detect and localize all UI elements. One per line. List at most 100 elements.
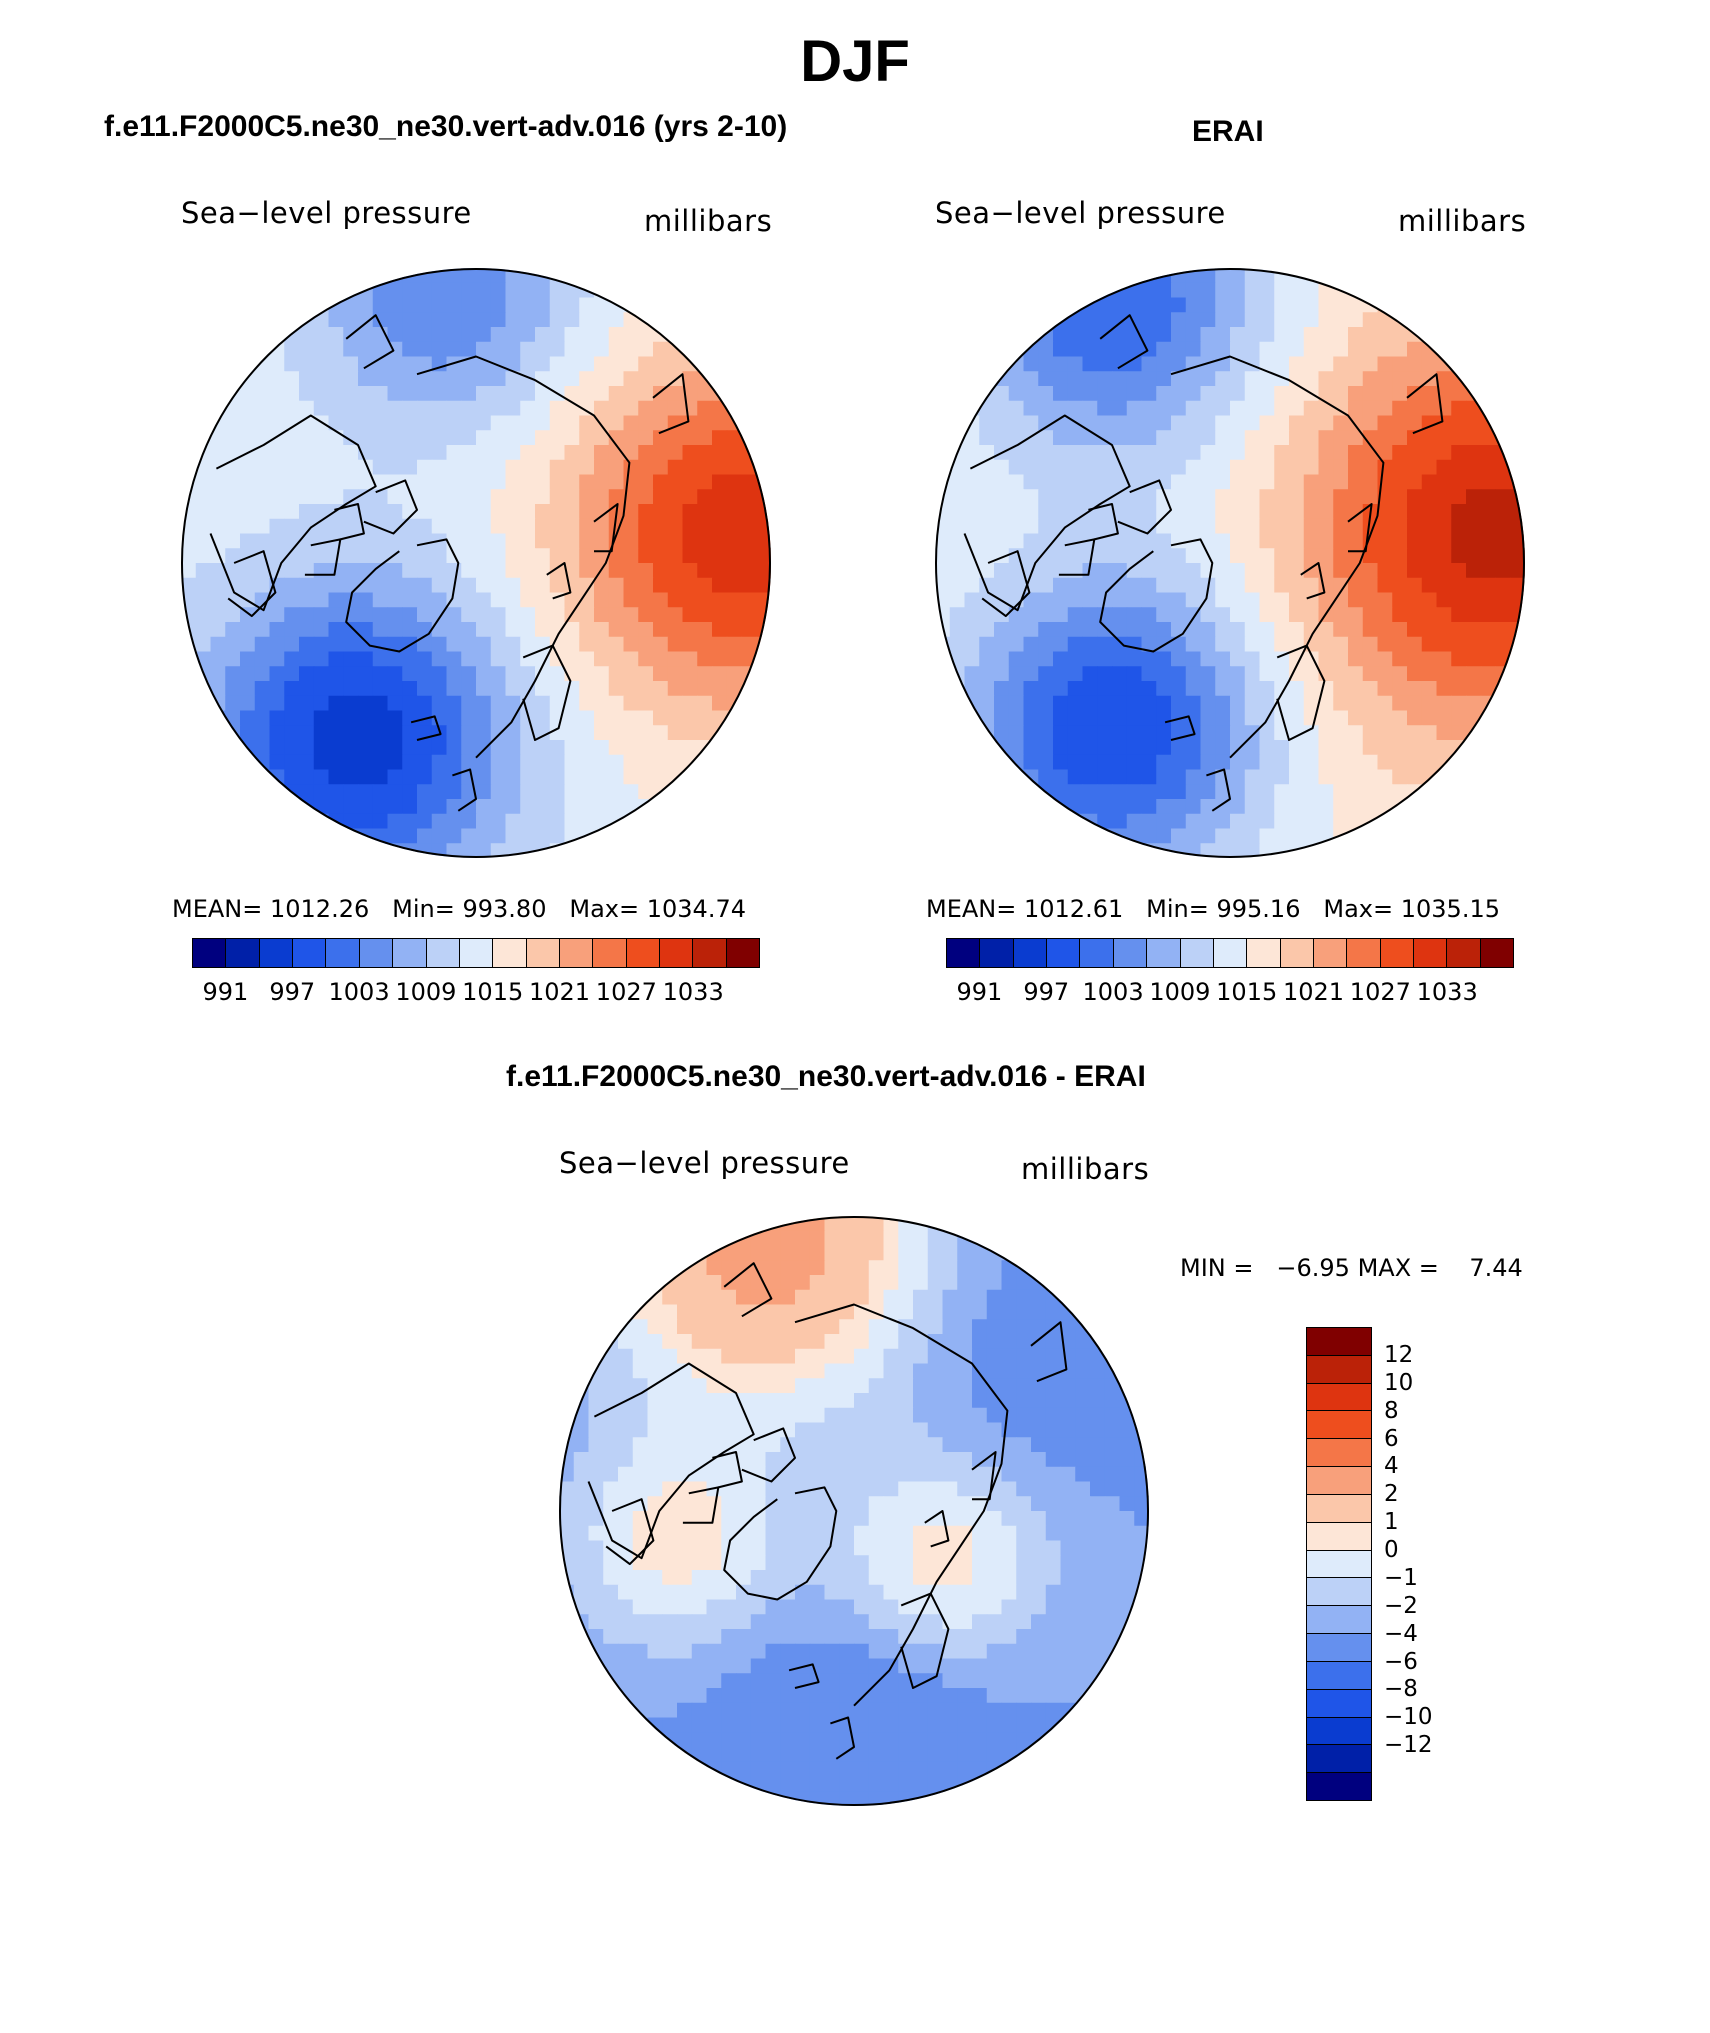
- map-cell: [343, 710, 359, 726]
- map-cell: [210, 474, 226, 490]
- map-cell: [520, 592, 536, 608]
- map-cell: [780, 1304, 796, 1320]
- map-cell: [1001, 1584, 1017, 1601]
- map-cell: [942, 1304, 958, 1320]
- model-mean-label: MEAN=: [172, 895, 263, 923]
- map-cell: [1016, 1688, 1032, 1704]
- map-cell: [927, 1688, 944, 1704]
- map-cell: [935, 268, 951, 284]
- colorbar-cell: [1307, 1689, 1371, 1718]
- map-cell: [573, 1334, 590, 1350]
- map-cell: [1421, 666, 1438, 682]
- map-cell: [1038, 636, 1054, 653]
- map-cell: [1451, 607, 1467, 623]
- map-cell: [1067, 725, 1084, 741]
- map-cell: [809, 1747, 826, 1763]
- colorbar-tick-label: 997: [1023, 978, 1070, 1006]
- map-cell: [854, 1260, 870, 1276]
- map-cell: [1333, 577, 1349, 594]
- map-cell: [1156, 518, 1172, 535]
- map-cell: [979, 312, 995, 328]
- map-cell: [1480, 843, 1497, 858]
- map-cell: [949, 430, 966, 446]
- map-cell: [1053, 592, 1069, 608]
- map-cell: [1075, 1673, 1091, 1689]
- map-cell: [706, 1216, 722, 1232]
- map-cell: [1119, 1348, 1135, 1365]
- map-cell: [1480, 681, 1497, 697]
- map-cell: [573, 1216, 590, 1232]
- map-cell: [1104, 1717, 1121, 1733]
- map-cell: [269, 356, 285, 372]
- map-cell: [579, 459, 595, 476]
- map-cell: [667, 651, 684, 667]
- map-cell: [935, 371, 951, 387]
- map-cell: [1451, 489, 1467, 505]
- map-cell: [1082, 282, 1098, 299]
- map-cell: [883, 1761, 899, 1778]
- map-cell: [927, 1570, 944, 1586]
- map-cell: [697, 843, 713, 858]
- map-cell: [1156, 563, 1172, 579]
- map-cell: [1451, 533, 1467, 549]
- map-cell: [913, 1230, 929, 1247]
- map-cell: [1171, 548, 1187, 564]
- map-cell: [446, 489, 462, 505]
- map-cell: [1333, 400, 1349, 417]
- map-cell: [1067, 828, 1084, 844]
- map-cell: [741, 548, 757, 564]
- map-cell: [638, 622, 654, 638]
- map-cell: [446, 356, 462, 372]
- map-cell: [1274, 563, 1290, 579]
- map-cell: [780, 1334, 796, 1350]
- map-cell: [994, 282, 1010, 299]
- map-cell: [1141, 666, 1157, 682]
- map-cell: [1185, 341, 1202, 358]
- map-cell: [358, 430, 374, 446]
- map-cell: [1451, 430, 1467, 446]
- map-cell: [653, 356, 669, 372]
- map-cell: [490, 533, 507, 549]
- map-cell: [535, 518, 551, 535]
- obs-min-label: Min=: [1146, 895, 1209, 923]
- map-cell: [476, 430, 492, 446]
- map-cell: [1480, 651, 1497, 667]
- map-cell: [579, 636, 595, 653]
- map-cell: [677, 1230, 693, 1247]
- map-cell: [809, 1776, 826, 1792]
- map-cell: [824, 1570, 840, 1586]
- map-cell: [1119, 1732, 1135, 1748]
- map-cell: [1407, 799, 1423, 815]
- map-cell: [1185, 813, 1202, 830]
- map-cell: [210, 341, 226, 358]
- map-cell: [691, 1289, 708, 1306]
- map-cell: [795, 1452, 811, 1468]
- map-cell: [935, 430, 951, 446]
- map-cell: [795, 1304, 811, 1320]
- map-cell: [1075, 1407, 1091, 1424]
- map-cell: [691, 1481, 708, 1497]
- map-cell: [299, 430, 315, 446]
- map-cell: [691, 1584, 708, 1601]
- map-cell: [1134, 1747, 1149, 1763]
- map-cell: [1171, 356, 1187, 372]
- map-cell: [682, 312, 698, 328]
- map-cell: [535, 430, 551, 446]
- map-cell: [225, 533, 241, 549]
- map-cell: [986, 1540, 1003, 1556]
- map-cell: [691, 1304, 708, 1320]
- map-cell: [721, 1466, 737, 1483]
- map-cell: [750, 1658, 767, 1674]
- map-cell: [1510, 548, 1525, 564]
- map-cell: [979, 282, 995, 299]
- map-cell: [446, 636, 462, 653]
- map-cell: [1075, 1776, 1091, 1792]
- map-cell: [1348, 341, 1364, 358]
- coastline: [304, 538, 342, 576]
- map-cell: [1075, 1761, 1091, 1778]
- map-cell: [402, 725, 418, 741]
- map-cell: [299, 400, 315, 417]
- map-cell: [1156, 651, 1172, 667]
- map-cell: [653, 607, 669, 623]
- colorbar-tick-label: 1015: [462, 978, 524, 1006]
